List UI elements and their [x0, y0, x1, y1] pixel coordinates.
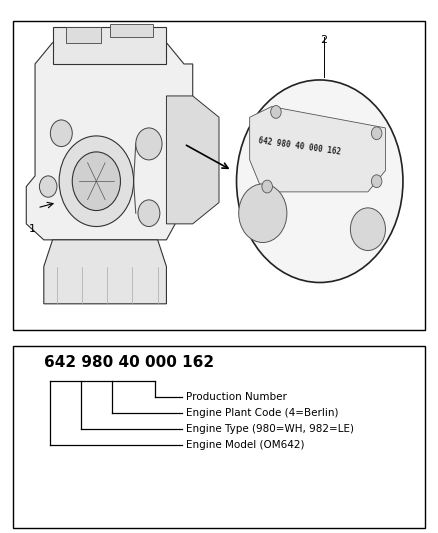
Circle shape [271, 106, 281, 118]
Circle shape [72, 152, 120, 211]
Circle shape [50, 120, 72, 147]
Text: Engine Model (OM642): Engine Model (OM642) [186, 440, 305, 450]
Circle shape [350, 208, 385, 251]
Text: 642 980 40 000 162: 642 980 40 000 162 [258, 136, 342, 156]
Circle shape [371, 175, 382, 188]
Polygon shape [44, 240, 166, 304]
Bar [110, 24, 153, 37]
Circle shape [262, 180, 272, 193]
Polygon shape [53, 27, 166, 64]
Polygon shape [166, 96, 219, 224]
Text: Engine Plant Code (4=Berlin): Engine Plant Code (4=Berlin) [186, 408, 339, 418]
Text: Production Number: Production Number [186, 392, 287, 402]
Circle shape [136, 128, 162, 160]
Circle shape [59, 136, 134, 227]
Circle shape [39, 176, 57, 197]
Polygon shape [250, 107, 385, 192]
Text: 2: 2 [321, 35, 328, 45]
Bar [13, 346, 425, 528]
Text: 642 980 40 000 162: 642 980 40 000 162 [44, 356, 214, 370]
Circle shape [138, 200, 160, 227]
Bar [13, 21, 425, 330]
Text: Engine Type (980=WH, 982=LE): Engine Type (980=WH, 982=LE) [186, 424, 354, 434]
Polygon shape [26, 43, 193, 240]
Bar [66, 27, 101, 43]
Circle shape [239, 184, 287, 243]
Circle shape [237, 80, 403, 282]
Text: 1: 1 [28, 224, 35, 234]
Circle shape [371, 127, 382, 140]
